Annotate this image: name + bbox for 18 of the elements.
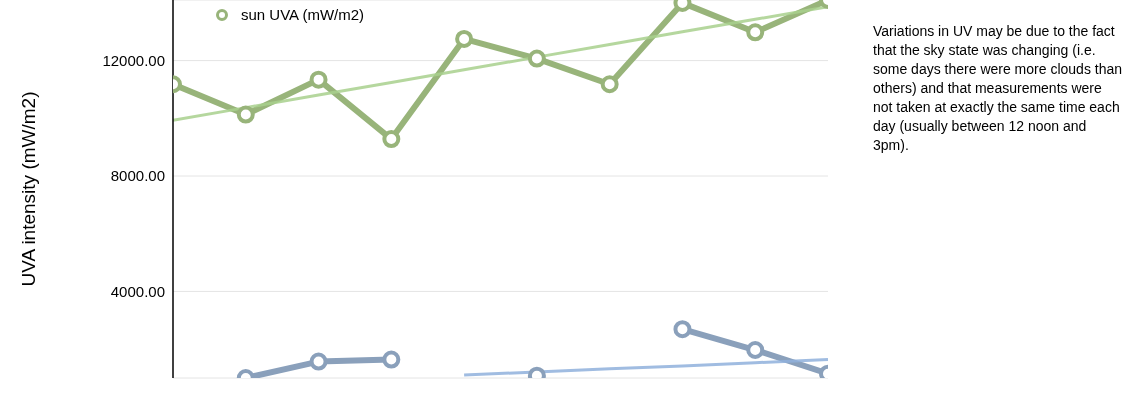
text: Variations in UV may be due to the fact that the sky state was changing (i.e. some days there were more clouds than others) and that measurements were not taken at exactly the same time each day (usually between 12 noon and 3pm). xyxy=(873,22,1123,155)
point xyxy=(455,29,474,48)
point xyxy=(600,75,619,94)
point xyxy=(382,130,401,149)
y-tick-label: 8000.00 xyxy=(110,167,165,185)
point xyxy=(309,352,328,371)
point xyxy=(673,320,692,339)
point xyxy=(382,350,401,369)
y-axis-title: UVA intensity (mW/m2) xyxy=(17,91,39,287)
legend-label: sun UVA (mW/m2) xyxy=(241,6,365,23)
point xyxy=(746,23,765,42)
y-tick-label: 12000.00 xyxy=(102,51,165,69)
y-tick-label: 4000.00 xyxy=(110,282,165,300)
line-series xyxy=(462,358,828,377)
point xyxy=(527,49,546,68)
point xyxy=(236,105,255,124)
point xyxy=(309,70,328,89)
point xyxy=(746,341,765,360)
